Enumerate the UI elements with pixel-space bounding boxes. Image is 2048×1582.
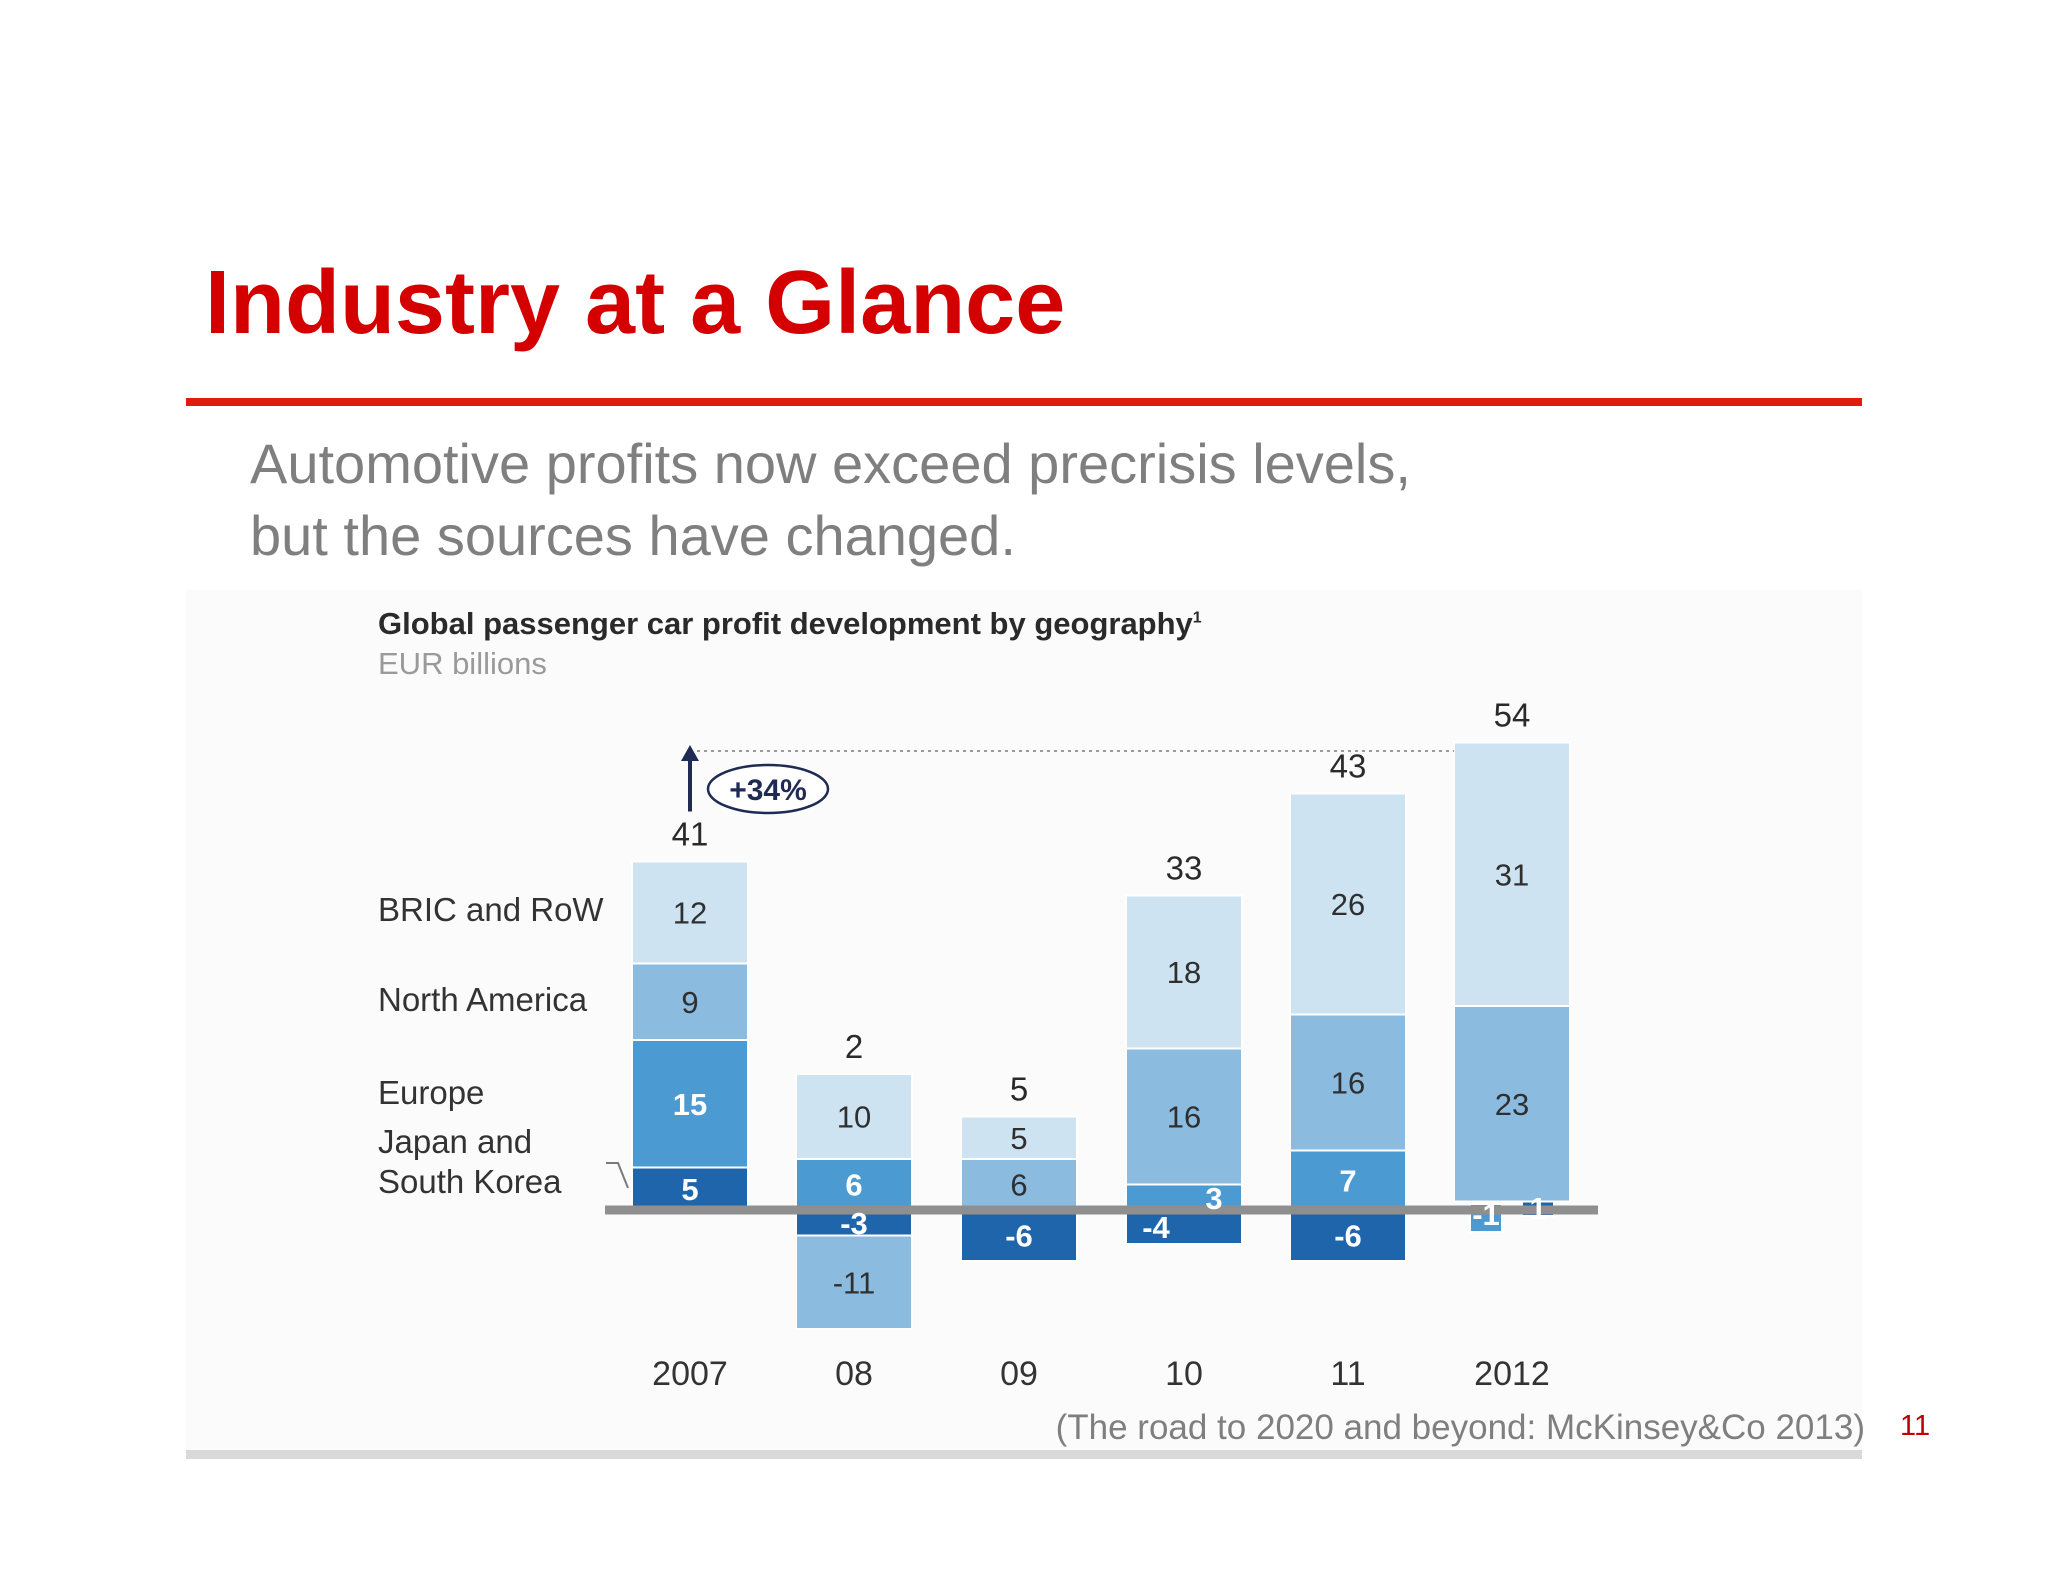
bar-bric-and-row-11 [1289,792,1407,1016]
x-tick-label-10: 10 [1165,1355,1203,1393]
total-label-11: 43 [1330,748,1367,785]
legend-label-japan-and-south-korea: Japan and South Korea [378,1122,561,1202]
bar-north-america-10 [1125,1047,1243,1186]
segment-label-bric-and-row-2007: 12 [673,896,707,931]
total-label-10: 33 [1166,850,1203,887]
chart-title-text: Global passenger car profit development … [378,606,1193,641]
bar-bric-and-row-08 [795,1073,913,1160]
total-label-09: 5 [1010,1071,1028,1108]
segment-label-europe-2007: 15 [673,1087,707,1122]
bar-north-america-2007 [631,962,749,1041]
segment-label-bric-and-row-2012: 31 [1495,857,1529,892]
segment-label-north-america-08: -11 [833,1265,876,1300]
bar-bric-and-row-10 [1125,894,1243,1050]
bar-japan-and-south-korea-11 [1289,1209,1407,1262]
growth-badge [706,763,830,815]
legend-bric-line-1: BRIC and RoW [378,891,604,928]
segment-label-bric-and-row-11: 26 [1331,887,1365,922]
chart-title: Global passenger car profit development … [378,606,1202,642]
total-label-08: 2 [845,1028,863,1065]
x-tick-label-2012: 2012 [1474,1355,1550,1393]
legend-label-europe: Europe [378,1073,484,1113]
slide-subtitle: Automotive profits now exceed precrisis … [250,428,1411,572]
segment-label-bric-and-row-10: 18 [1167,955,1201,990]
segment-label-japan-and-south-korea-2007: 5 [681,1172,698,1207]
segment-label-japan-and-south-korea-08: -3 [840,1206,868,1241]
legend-leader-line [606,1162,629,1189]
segment-label-north-america-2012: 23 [1495,1087,1529,1122]
segment-label-europe-11: 7 [1339,1163,1356,1198]
bar-japan-and-south-korea-09 [960,1209,1078,1262]
x-tick-label-11: 11 [1330,1355,1365,1393]
segment-label-japan-and-south-korea-10: -4 [1142,1210,1170,1245]
segment-label-bric-and-row-09: 5 [1010,1121,1027,1156]
bar-north-america-2012 [1453,1005,1571,1203]
segment-label-bric-and-row-08: 10 [837,1100,871,1135]
bar-japan-and-south-korea-10 [1125,1209,1243,1245]
segment-label-north-america-10: 16 [1167,1100,1201,1135]
subtitle-line-1: Automotive profits now exceed precrisis … [250,432,1411,495]
bar-north-america-08 [795,1234,913,1330]
legend-jsk-line-1: Japan and [378,1123,533,1160]
total-label-2012: 54 [1494,697,1531,734]
page-number: 11 [1900,1410,1931,1442]
legend-jsk-line-2: South Korea [378,1163,562,1200]
footer-rule [186,1450,1862,1459]
segment-label-japan-and-south-korea-09: -6 [1005,1219,1033,1254]
segment-label-north-america-11: 16 [1331,1066,1365,1101]
segment-label-japan-and-south-korea-2012: 1 [1529,1191,1546,1226]
growth-badge-label: +34% [729,774,807,807]
title-rule [186,398,1862,406]
bar-bric-and-row-2007 [631,860,749,965]
bar-europe-2007 [631,1039,749,1169]
bar-north-america-11 [1289,1013,1407,1152]
bar-bric-and-row-2012 [1453,741,1571,1007]
segment-label-north-america-2007: 9 [681,985,698,1020]
legend-label-bric-and-row: BRIC and RoW [378,890,604,930]
bar-europe-11 [1289,1149,1407,1211]
slide-title: Industry at a Glance [205,253,1066,353]
bar-bric-and-row-09 [960,1115,1078,1160]
legend-label-north-america: North America [378,980,587,1020]
subtitle-line-2: but the sources have changed. [250,504,1016,567]
source-citation: (The road to 2020 and beyond: McKinsey&C… [1055,1408,1865,1447]
segment-label-europe-2012: -1 [1472,1197,1500,1232]
chart-panel [186,590,1862,1454]
segment-label-japan-and-south-korea-11: -6 [1334,1219,1362,1254]
x-tick-label-09: 09 [1000,1355,1038,1393]
total-label-2007: 41 [672,816,709,853]
segment-label-north-america-09: 6 [1010,1168,1027,1203]
chart-title-footnote: 1 [1192,609,1202,627]
legend-europe-line-1: Europe [378,1074,485,1111]
x-tick-label-2007: 2007 [652,1355,728,1393]
chart-units: EUR billions [378,646,547,681]
growth-arrow-head [681,745,699,761]
x-tick-label-08: 08 [835,1355,873,1393]
legend-na-line-1: North America [378,981,588,1018]
segment-label-europe-08: 6 [845,1168,862,1203]
segment-label-europe-10: 3 [1205,1181,1222,1216]
